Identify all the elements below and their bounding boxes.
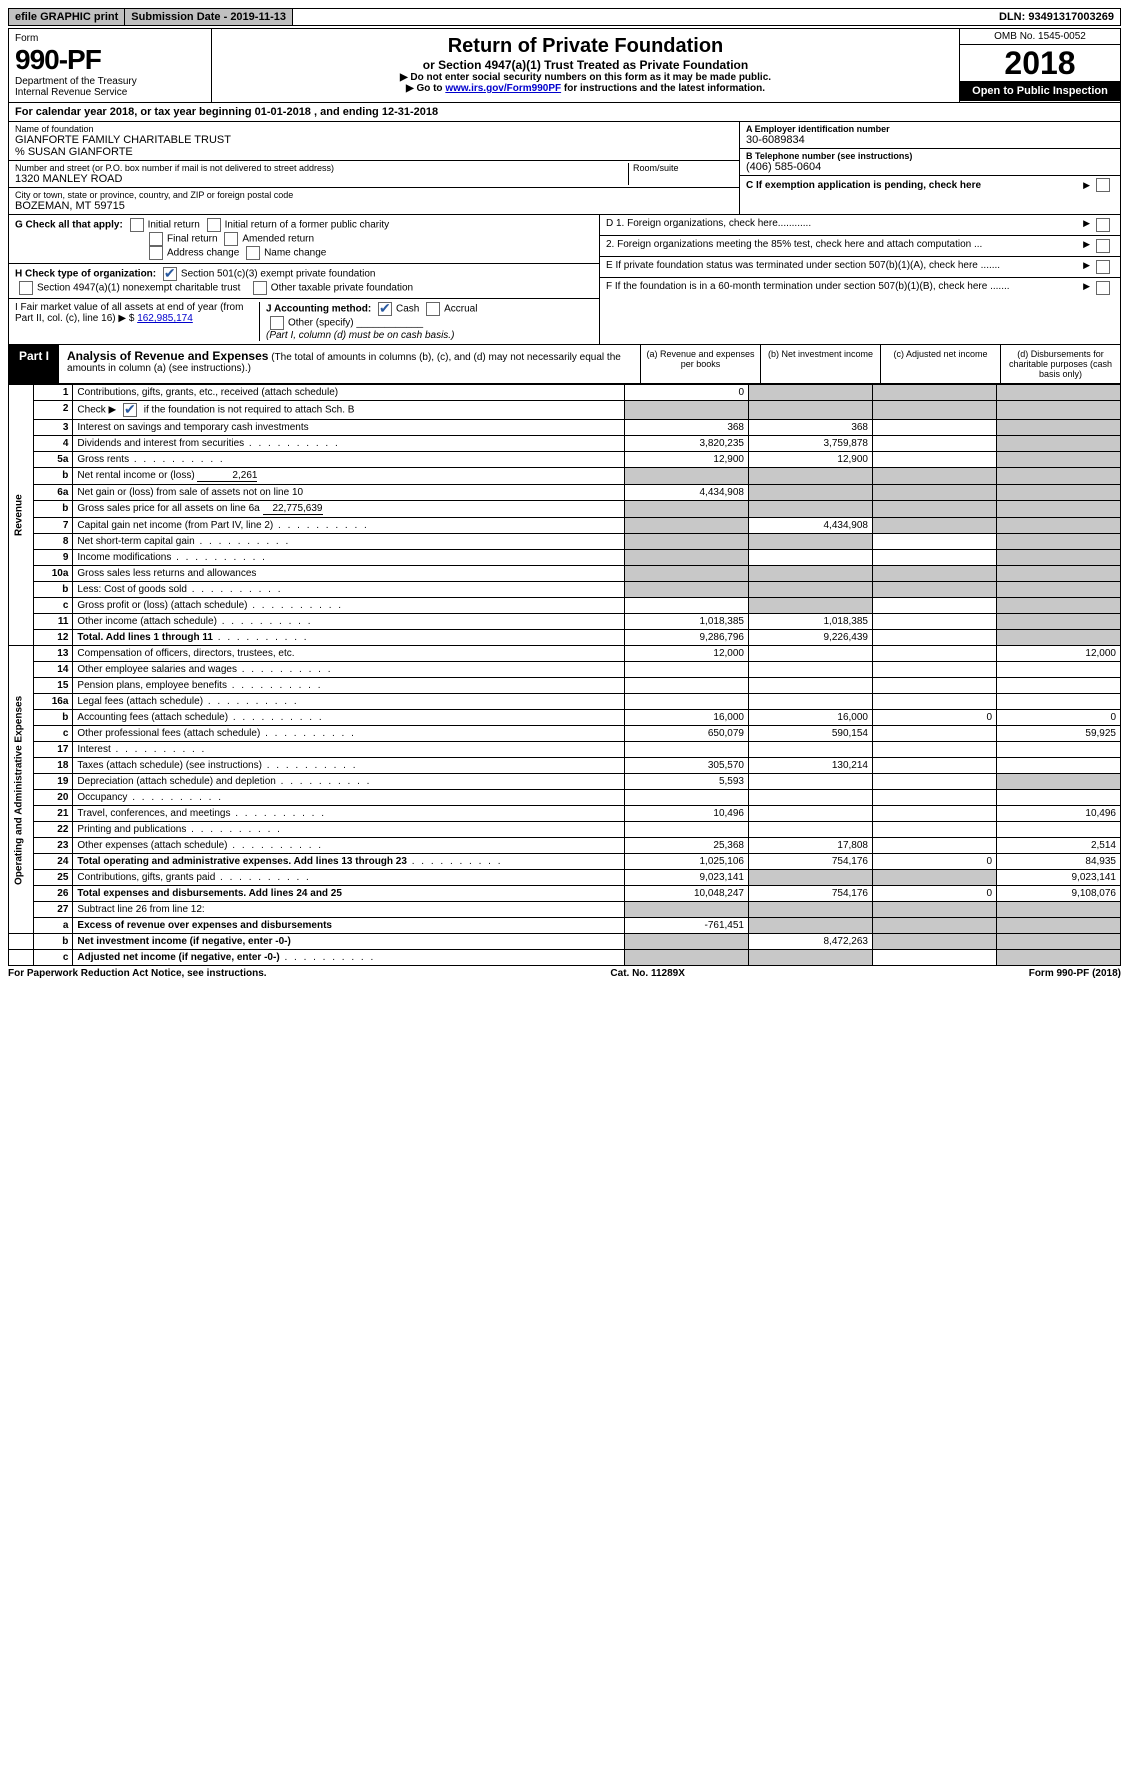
revenue-side: Revenue <box>9 385 34 646</box>
form-header: Form 990-PF Department of the Treasury I… <box>8 28 1121 103</box>
cb-schb[interactable] <box>123 403 137 417</box>
fmv-value[interactable]: 162,985,174 <box>137 313 193 324</box>
page-footer: For Paperwork Reduction Act Notice, see … <box>8 966 1121 981</box>
tax-year: 2018 <box>960 45 1120 81</box>
cb-accrual[interactable] <box>426 302 440 316</box>
cb-501c3[interactable] <box>163 267 177 281</box>
entity-info: Name of foundation GIANFORTE FAMILY CHAR… <box>8 122 1121 215</box>
cb-e[interactable] <box>1096 260 1110 274</box>
check-section: G Check all that apply: Initial return I… <box>8 215 1121 345</box>
city-label: City or town, state or province, country… <box>15 190 733 200</box>
cb-initial[interactable] <box>130 218 144 232</box>
col-b-hdr: (b) Net investment income <box>760 345 880 383</box>
part1-tab: Part I <box>9 345 59 383</box>
footer-left: For Paperwork Reduction Act Notice, see … <box>8 968 267 979</box>
form-number: 990-PF <box>15 44 205 76</box>
submission-date: Submission Date - 2019-11-13 <box>125 9 293 25</box>
h-section: H Check type of organization: Section 50… <box>9 264 599 299</box>
part1-header: Part I Analysis of Revenue and Expenses … <box>8 345 1121 384</box>
calendar-year-line: For calendar year 2018, or tax year begi… <box>8 103 1121 122</box>
irs-link[interactable]: www.irs.gov/Form990PF <box>445 83 561 94</box>
telephone: (406) 585-0604 <box>746 161 1114 173</box>
footer-right: Form 990-PF (2018) <box>1029 968 1121 979</box>
cb-initial-former[interactable] <box>207 218 221 232</box>
instr-2: ▶ Go to www.irs.gov/Form990PF for instru… <box>218 83 953 94</box>
efile-label: efile GRAPHIC print <box>9 9 125 25</box>
top-bar: efile GRAPHIC print Submission Date - 20… <box>8 8 1121 26</box>
cb-final[interactable] <box>149 232 163 246</box>
cb-d1[interactable] <box>1096 218 1110 232</box>
dln: DLN: 93491317003269 <box>993 9 1120 25</box>
irs: Internal Revenue Service <box>15 87 205 98</box>
form-subtitle: or Section 4947(a)(1) Trust Treated as P… <box>218 58 953 72</box>
cb-4947[interactable] <box>19 281 33 295</box>
city-state-zip: BOZEMAN, MT 59715 <box>15 200 733 212</box>
cb-f[interactable] <box>1096 281 1110 295</box>
instr-1: ▶ Do not enter social security numbers o… <box>218 72 953 83</box>
ij-section: I Fair market value of all assets at end… <box>9 299 599 344</box>
cb-addr-change[interactable] <box>149 246 163 260</box>
foundation-name: GIANFORTE FAMILY CHARITABLE TRUST <box>15 134 733 146</box>
cb-cash[interactable] <box>378 302 392 316</box>
room-label: Room/suite <box>633 163 733 173</box>
tel-label: B Telephone number (see instructions) <box>746 151 1114 161</box>
cb-amended[interactable] <box>224 232 238 246</box>
c-label: C If exemption application is pending, c… <box>746 180 1083 191</box>
c-checkbox[interactable] <box>1096 178 1110 192</box>
cb-other-tax[interactable] <box>253 281 267 295</box>
ein: 30-6089834 <box>746 134 1114 146</box>
arrow-icon <box>1083 180 1092 191</box>
form-word: Form <box>15 33 205 44</box>
col-a-hdr: (a) Revenue and expenses per books <box>640 345 760 383</box>
dept: Department of the Treasury <box>15 76 205 87</box>
addr-label: Number and street (or P.O. box number if… <box>15 163 628 173</box>
omb-number: OMB No. 1545-0052 <box>960 29 1120 45</box>
name-label: Name of foundation <box>15 124 733 134</box>
cb-d2[interactable] <box>1096 239 1110 253</box>
expenses-side: Operating and Administrative Expenses <box>9 646 34 934</box>
form-title: Return of Private Foundation <box>218 35 953 58</box>
ein-label: A Employer identification number <box>746 124 1114 134</box>
col-d-hdr: (d) Disbursements for charitable purpose… <box>1000 345 1120 383</box>
col-c-hdr: (c) Adjusted net income <box>880 345 1000 383</box>
open-inspection: Open to Public Inspection <box>960 81 1120 101</box>
g-section: G Check all that apply: Initial return I… <box>9 215 599 264</box>
cb-name-change[interactable] <box>246 246 260 260</box>
address: 1320 MANLEY ROAD <box>15 173 628 185</box>
cb-other-method[interactable] <box>270 316 284 330</box>
care-of: % SUSAN GIANFORTE <box>15 146 733 158</box>
footer-mid: Cat. No. 11289X <box>610 968 684 979</box>
part1-table: Revenue 1Contributions, gifts, grants, e… <box>8 384 1121 966</box>
